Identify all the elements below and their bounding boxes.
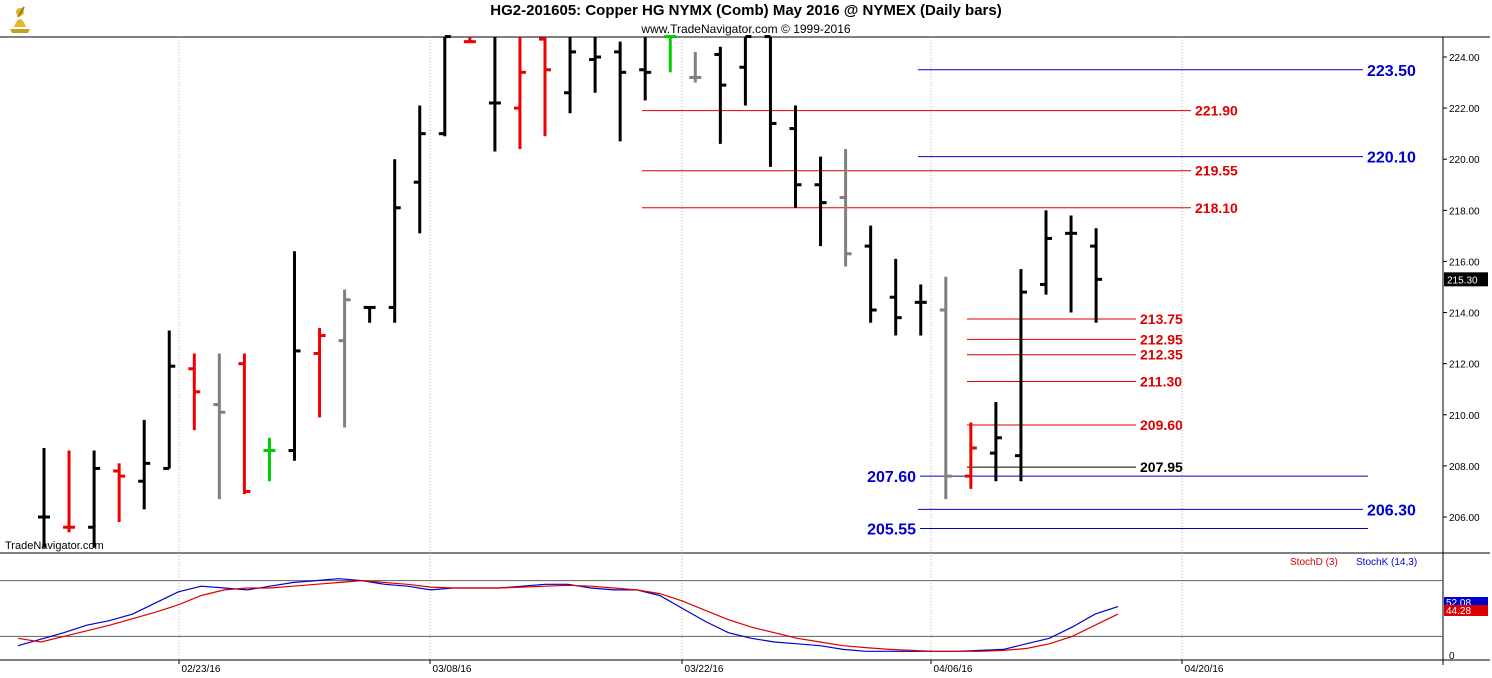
level-label: 218.10 — [1195, 200, 1238, 216]
y-tick-label: 214.00 — [1449, 309, 1480, 320]
ohlc-bar — [88, 450, 101, 548]
ohlc-bar — [564, 37, 577, 114]
ohlc-bar — [313, 327, 326, 418]
x-tick-label: 02/23/16 — [182, 664, 221, 675]
ohlc-bar — [338, 289, 351, 428]
ohlc-bar — [463, 37, 476, 44]
ohlc-bar — [163, 330, 176, 470]
level-label: 223.50 — [1367, 63, 1416, 80]
level-label: 207.95 — [1140, 459, 1183, 475]
ohlc-bar — [113, 463, 126, 523]
chart-subtitle: www.TradeNavigator.com © 1999-2016 — [641, 22, 851, 36]
x-tick-label: 04/06/16 — [934, 664, 973, 675]
y-tick-label: 222.00 — [1449, 104, 1480, 115]
ohlc-bar — [413, 105, 426, 234]
y-tick-label: 216.00 — [1449, 257, 1480, 268]
stoch-d-value: 44.28 — [1446, 606, 1471, 617]
ohlc-bar — [989, 402, 1002, 482]
level-label: 221.90 — [1195, 103, 1238, 119]
last-price-label: 215.30 — [1447, 275, 1478, 286]
ohlc-bar — [964, 422, 977, 489]
stoch-y-tick-label: 0 — [1449, 651, 1455, 662]
stoch-k-badge — [1444, 597, 1488, 608]
stoch-d-badge — [1444, 605, 1488, 616]
ohlc-bar — [363, 305, 376, 323]
ohlc-bar — [739, 35, 752, 106]
stoch-legend-d: StochD (3) — [1290, 557, 1338, 568]
y-tick-label: 220.00 — [1449, 155, 1480, 166]
y-tick-label: 212.00 — [1449, 360, 1480, 371]
ohlc-bar — [38, 448, 50, 548]
level-label: 209.60 — [1140, 417, 1183, 433]
ohlc-bar — [138, 419, 151, 510]
ohlc-bar — [288, 251, 301, 461]
ohlc-bar — [664, 35, 677, 73]
level-label: 205.55 — [867, 522, 916, 539]
ohlc-bar — [388, 159, 401, 323]
ohlc-bar — [438, 35, 451, 137]
x-tick-label: 04/20/16 — [1185, 664, 1224, 675]
ohlc-bar — [1065, 215, 1078, 313]
watermark-text: TradeNavigator.com — [5, 540, 104, 552]
ohlc-bar — [263, 437, 276, 482]
ohlc-bar — [188, 353, 201, 431]
level-label: 212.95 — [1140, 331, 1183, 347]
level-label: 213.75 — [1140, 311, 1183, 327]
ohlc-bar — [689, 51, 702, 83]
price-panel: 02/23/16 03/08/16 03/22/16 04/06/16 04/20/16… — [0, 35, 1490, 675]
ohlc-bar — [589, 37, 602, 93]
ohlc-bar — [764, 35, 777, 167]
chart-title: HG2-201605: Copper HG NYMX (Comb) May 20… — [490, 2, 1002, 19]
ohlc-bar — [714, 46, 727, 144]
y-tick-label: 224.00 — [1449, 53, 1480, 64]
ohlc-bar — [939, 276, 952, 500]
level-label: 206.30 — [1367, 502, 1416, 519]
stoch-series-line — [17, 578, 1119, 652]
ohlc-bar — [1040, 210, 1052, 295]
ohlc-bar — [889, 258, 902, 336]
y-tick-label: 218.00 — [1449, 206, 1480, 217]
stoch-k-value: 52.08 — [1446, 598, 1471, 609]
y-tick-label: 208.00 — [1449, 462, 1480, 473]
x-tick-label: 03/22/16 — [685, 664, 724, 675]
ohlc-bar — [238, 353, 251, 494]
level-label: 212.35 — [1140, 347, 1183, 363]
ohlc-bar — [864, 225, 877, 323]
stoch-legend-k: StochK (14,3) — [1356, 557, 1417, 568]
ohlc-bar — [539, 37, 551, 137]
level-label: 219.55 — [1195, 163, 1238, 179]
ohlc-bar — [814, 156, 827, 247]
ohlc-bar — [614, 41, 627, 142]
ohlc-bar — [839, 149, 852, 267]
ohlc-bar — [488, 37, 501, 152]
ohlc-bar — [63, 450, 76, 533]
stoch-series-line — [17, 579, 1119, 652]
level-label: 220.10 — [1367, 150, 1416, 167]
trade-navigator-logo — [10, 6, 30, 33]
ohlc-bar — [1014, 269, 1027, 482]
level-label: 207.60 — [867, 469, 916, 486]
x-tick-label: 03/08/16 — [433, 664, 472, 675]
y-tick-label: 210.00 — [1449, 411, 1480, 422]
ohlc-bar — [1090, 228, 1103, 323]
level-label: 211.30 — [1140, 374, 1182, 390]
ohlc-bar — [789, 105, 802, 208]
y-tick-label: 206.00 — [1449, 513, 1480, 524]
last-price-badge — [1444, 272, 1488, 287]
ohlc-bar — [513, 37, 526, 149]
ohlc-bar — [639, 37, 652, 101]
ohlc-bar — [213, 353, 226, 500]
ohlc-bar — [914, 284, 927, 336]
